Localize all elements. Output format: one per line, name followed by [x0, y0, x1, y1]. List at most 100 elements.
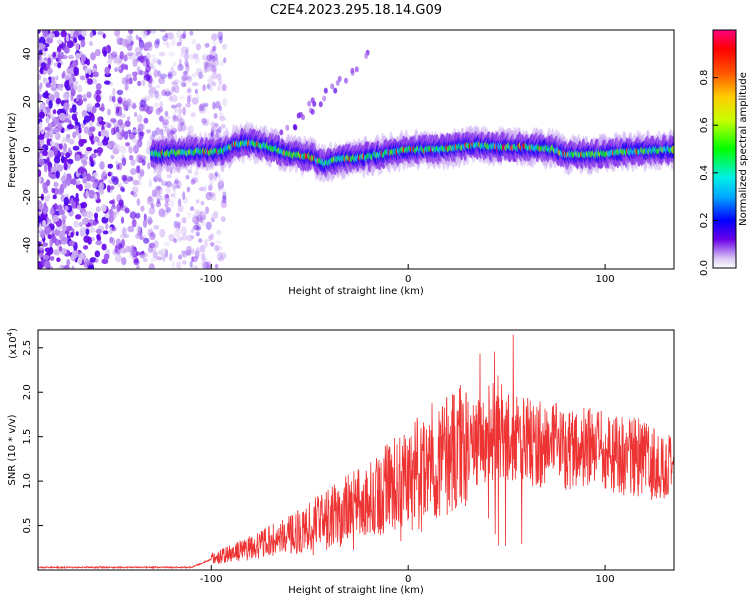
spectrogram-noise-cell [78, 134, 82, 141]
spectrogram-noise-cell [208, 192, 216, 197]
spectrogram-noise-cell [40, 233, 45, 239]
spectrogram-streak-cell [279, 129, 284, 136]
spectrogram-noise-cell [171, 86, 176, 92]
spectrogram-noise-cell [94, 250, 101, 258]
spectrogram-noise-cell [154, 39, 160, 49]
spectrogram-noise-cell [211, 81, 217, 87]
spectrogram-panel: -100 0 100 -40 -20 0 20 40 Height of straight l… [7, 29, 675, 297]
spectrogram-noise-cell [79, 227, 87, 237]
spectrogram-noise-cell [44, 226, 52, 235]
spectrogram-noise-cell [186, 245, 193, 253]
spectrogram-noise-cell [38, 158, 45, 166]
spectrogram-noise-cell [66, 259, 71, 266]
spectrogram-noise-cell [218, 111, 224, 119]
spectrogram-noise-cell [148, 179, 153, 189]
spectrogram-noise-cell [107, 58, 113, 64]
spectrogram-noise-cell [193, 213, 197, 222]
spectrogram-noise-cell [129, 248, 137, 257]
spectrogram-noise-cell [170, 40, 176, 47]
spectrogram-noise-cell [135, 212, 141, 219]
spectrogram-noise-cell [95, 83, 102, 91]
snr-frame [37, 329, 675, 571]
spectrogram-noise-cell [155, 84, 161, 89]
spectrogram-noise-cell [122, 233, 130, 238]
spectrogram-noise-cell [127, 225, 135, 233]
spectrogram-noise-cell [110, 127, 116, 136]
spectrogram-noise-cell [123, 54, 128, 62]
spectrogram-noise-cell [60, 30, 67, 38]
spectrogram-noise-cell [164, 110, 169, 117]
spectrogram-noise-cell [130, 159, 136, 167]
spectrogram-noise-cell [69, 30, 74, 37]
spectrogram-noise-cell [107, 108, 111, 116]
spectrogram-noise-cell [44, 132, 50, 139]
spectrogram-noise-cell [117, 98, 123, 105]
spectrogram-noise-cell [38, 30, 41, 34]
spectrogram-noise-cell [220, 216, 226, 223]
spectrogram-noise-cell [55, 98, 62, 105]
spectrogram-noise-cell [180, 249, 187, 255]
spectrogram-noise-cell [185, 46, 189, 52]
spectrogram-noise-cell [164, 194, 170, 204]
spectrogram-noise-cell [50, 140, 54, 146]
spectrogram-noise-cell [180, 121, 185, 126]
spectrogram-noise-cell [185, 246, 192, 255]
spectrogram-noise-cell [109, 185, 115, 190]
spectrogram-noise-cell [49, 130, 54, 139]
spectrogram-noise-cell [220, 199, 227, 209]
spectrogram-noise-cell [209, 121, 215, 127]
spectrogram-noise-cell [164, 32, 169, 38]
spectrogram-noise-cell [190, 234, 195, 240]
spectrogram-noise-cell [187, 125, 194, 134]
spectrogram-noise-cell [175, 184, 180, 189]
spectrogram-noise-cell [214, 58, 219, 67]
spectrogram-noise-cell [221, 123, 226, 129]
spectrogram-streak-cell [323, 87, 328, 94]
spectrogram-noise-cell [210, 73, 218, 80]
spectrogram-noise-cell [128, 146, 133, 154]
spectrogram-noise-cell [52, 116, 60, 125]
spectrogram-noise-cell [67, 163, 71, 169]
spectrogram-noise-cell [177, 180, 182, 189]
spectrogram-noise-cell [167, 73, 173, 78]
spectrogram-noise-cell [176, 30, 182, 39]
spectrogram-noise-cell [82, 178, 88, 184]
spectrogram-noise-cell [186, 186, 191, 193]
spectrogram-noise-cell [211, 125, 215, 134]
spectrogram-noise-cell [85, 67, 89, 74]
spectrogram-noise-cell [208, 85, 213, 92]
spectrogram-noise-cell [42, 92, 49, 99]
spectrogram-noise-cell [48, 246, 54, 255]
spectrogram-noise-cell [186, 95, 191, 104]
spectrogram-noise-cell [151, 233, 156, 238]
spectrogram-noise-cell [217, 177, 224, 186]
spectrogram-noise-cell [78, 221, 84, 228]
spectrogram-noise-cell [118, 106, 123, 115]
spectrogram-noise-cell [43, 208, 47, 215]
spectrogram-noise-cell [165, 181, 173, 187]
spectrogram-noise-cell [86, 58, 90, 66]
spectrogram-noise-cell [196, 226, 201, 231]
spectrogram-noise-cell [98, 121, 106, 125]
spectrogram-noise-cell [168, 233, 175, 242]
spectrogram-noise-cell [222, 43, 227, 50]
spectrogram-streak-cell [364, 53, 369, 59]
spectrogram-noise-cell [89, 31, 94, 38]
spectrogram-noise-cell [38, 73, 42, 81]
spectrogram-noise-cell [182, 196, 189, 205]
spectrogram-noise-cell [174, 105, 178, 114]
colorbar-tick-label: 0.8 [699, 70, 710, 86]
spectrogram-noise-cell [191, 248, 195, 255]
spectrogram-noise-cell [124, 120, 131, 128]
spectrogram-noise-cell [98, 106, 105, 111]
spectrogram-noise-cell [93, 136, 100, 143]
chart-title: C2E4.2023.295.18.14.G09 [270, 3, 442, 18]
spectrogram-noise-cell [137, 80, 142, 87]
spectrogram-noise-cell [111, 51, 118, 58]
spectrogram-noise-cell [190, 179, 196, 185]
spectrogram-noise-cell [140, 169, 145, 177]
spectrogram-noise-cell [203, 184, 208, 193]
spectrogram-noise-cell [151, 130, 157, 137]
spectrogram-noise-cell [205, 191, 213, 201]
spectrogram-noise-cell [198, 104, 206, 114]
